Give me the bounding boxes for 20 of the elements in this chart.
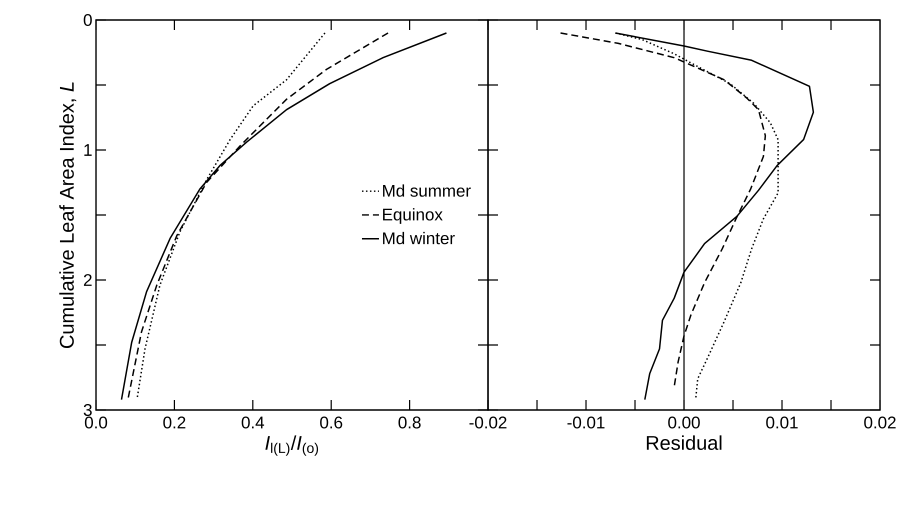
legend-label: Md winter xyxy=(383,232,455,244)
y-tick-label: 3 xyxy=(84,404,92,416)
x-tick-label: 0.00 xyxy=(668,416,700,429)
legend-label: Equinox xyxy=(383,208,443,224)
x-tick-label: 0.2 xyxy=(163,416,186,429)
x-axis-title: I$_{l(L)}$/I$_{(o)}$ xyxy=(265,435,318,456)
legend-label: Md summer xyxy=(383,184,471,197)
x-axis-title: Residual xyxy=(646,435,722,450)
x-tick-label: 0.8 xyxy=(398,416,421,429)
x-tick-label: 0.6 xyxy=(320,416,342,429)
y-tick-label: 2 xyxy=(84,274,92,286)
x-tick-label: -0.01 xyxy=(567,416,604,429)
x-tick-label: 0.01 xyxy=(766,416,798,429)
x-tick-label: 0.0 xyxy=(84,416,108,429)
x-tick-label: -0.02 xyxy=(469,416,506,429)
y-axis-title: Cumulative Leaf Area Index, L xyxy=(59,82,76,348)
y-tick-label: 0 xyxy=(84,14,92,26)
x-tick-label: 0.4 xyxy=(242,416,264,429)
x-tick-label: 0.02 xyxy=(864,416,896,429)
y-tick-label: 1 xyxy=(84,144,92,156)
